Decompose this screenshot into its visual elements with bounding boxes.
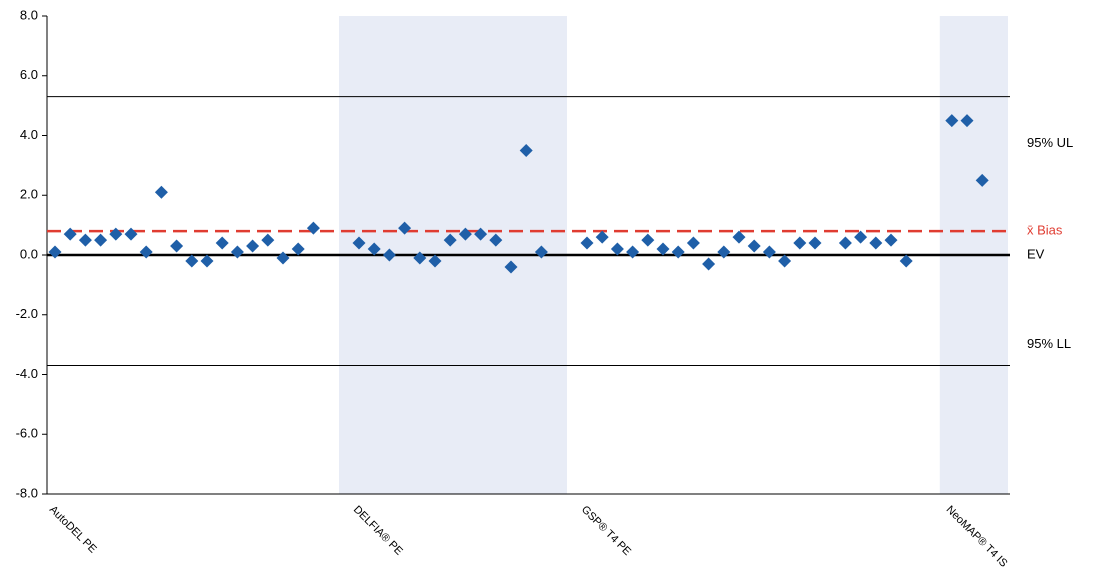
data-point xyxy=(854,230,868,244)
data-point xyxy=(139,245,153,259)
data-point xyxy=(154,185,168,199)
y-tick-label: 4.0 xyxy=(20,127,38,142)
data-point xyxy=(230,245,244,259)
data-point xyxy=(778,254,792,268)
data-point xyxy=(63,227,77,241)
x-tick-label: AutoDEL PE xyxy=(47,504,99,556)
data-point xyxy=(747,239,761,253)
data-point xyxy=(474,227,488,241)
data-point xyxy=(78,233,92,247)
data-point xyxy=(960,114,974,128)
data-point xyxy=(793,236,807,250)
data-point xyxy=(656,242,670,256)
data-point xyxy=(367,242,381,256)
data-point xyxy=(413,251,427,265)
y-tick-label: 6.0 xyxy=(20,67,38,82)
reference-label: 95% LL xyxy=(1027,336,1071,351)
data-point xyxy=(124,227,138,241)
data-point xyxy=(762,245,776,259)
reference-label: 95% UL xyxy=(1027,135,1073,150)
data-point xyxy=(899,254,913,268)
data-point xyxy=(808,236,822,250)
data-point xyxy=(382,248,396,262)
data-point xyxy=(215,236,229,250)
data-point xyxy=(94,233,108,247)
reference-label: EV xyxy=(1027,246,1045,261)
data-point xyxy=(48,245,62,259)
y-tick-label: -6.0 xyxy=(16,426,38,441)
x-tick-label: DELFIA® PE xyxy=(351,504,405,558)
data-point xyxy=(717,245,731,259)
data-point xyxy=(200,254,214,268)
x-tick-label: GSP® T4 PE xyxy=(579,504,633,558)
x-tick-label: NeoMAP® T4 IS xyxy=(944,504,1010,570)
data-point xyxy=(580,236,594,250)
y-tick-label: 0.0 xyxy=(20,246,38,261)
y-tick-label: -2.0 xyxy=(16,306,38,321)
data-point xyxy=(975,173,989,187)
reference-label: x̄ Bias xyxy=(1027,223,1063,238)
data-point xyxy=(428,254,442,268)
data-point xyxy=(443,233,457,247)
data-point xyxy=(702,257,716,271)
y-tick-label: 8.0 xyxy=(20,7,38,22)
data-point xyxy=(109,227,123,241)
data-point xyxy=(352,236,366,250)
data-point xyxy=(671,245,685,259)
data-point xyxy=(261,233,275,247)
data-point xyxy=(595,230,609,244)
data-point xyxy=(945,114,959,128)
y-tick-label: 2.0 xyxy=(20,187,38,202)
data-point xyxy=(398,221,412,235)
data-point xyxy=(519,143,533,157)
data-point xyxy=(838,236,852,250)
y-tick-label: -4.0 xyxy=(16,366,38,381)
data-point xyxy=(686,236,700,250)
data-point xyxy=(504,260,518,274)
data-point xyxy=(185,254,199,268)
data-point xyxy=(626,245,640,259)
y-tick-label: -8.0 xyxy=(16,485,38,500)
data-point xyxy=(869,236,883,250)
data-point xyxy=(489,233,503,247)
data-point xyxy=(534,245,548,259)
data-point xyxy=(276,251,290,265)
data-point xyxy=(170,239,184,253)
data-point xyxy=(732,230,746,244)
data-point xyxy=(291,242,305,256)
data-point xyxy=(458,227,472,241)
data-point xyxy=(306,221,320,235)
data-point xyxy=(246,239,260,253)
data-point xyxy=(641,233,655,247)
data-point xyxy=(610,242,624,256)
data-point xyxy=(884,233,898,247)
